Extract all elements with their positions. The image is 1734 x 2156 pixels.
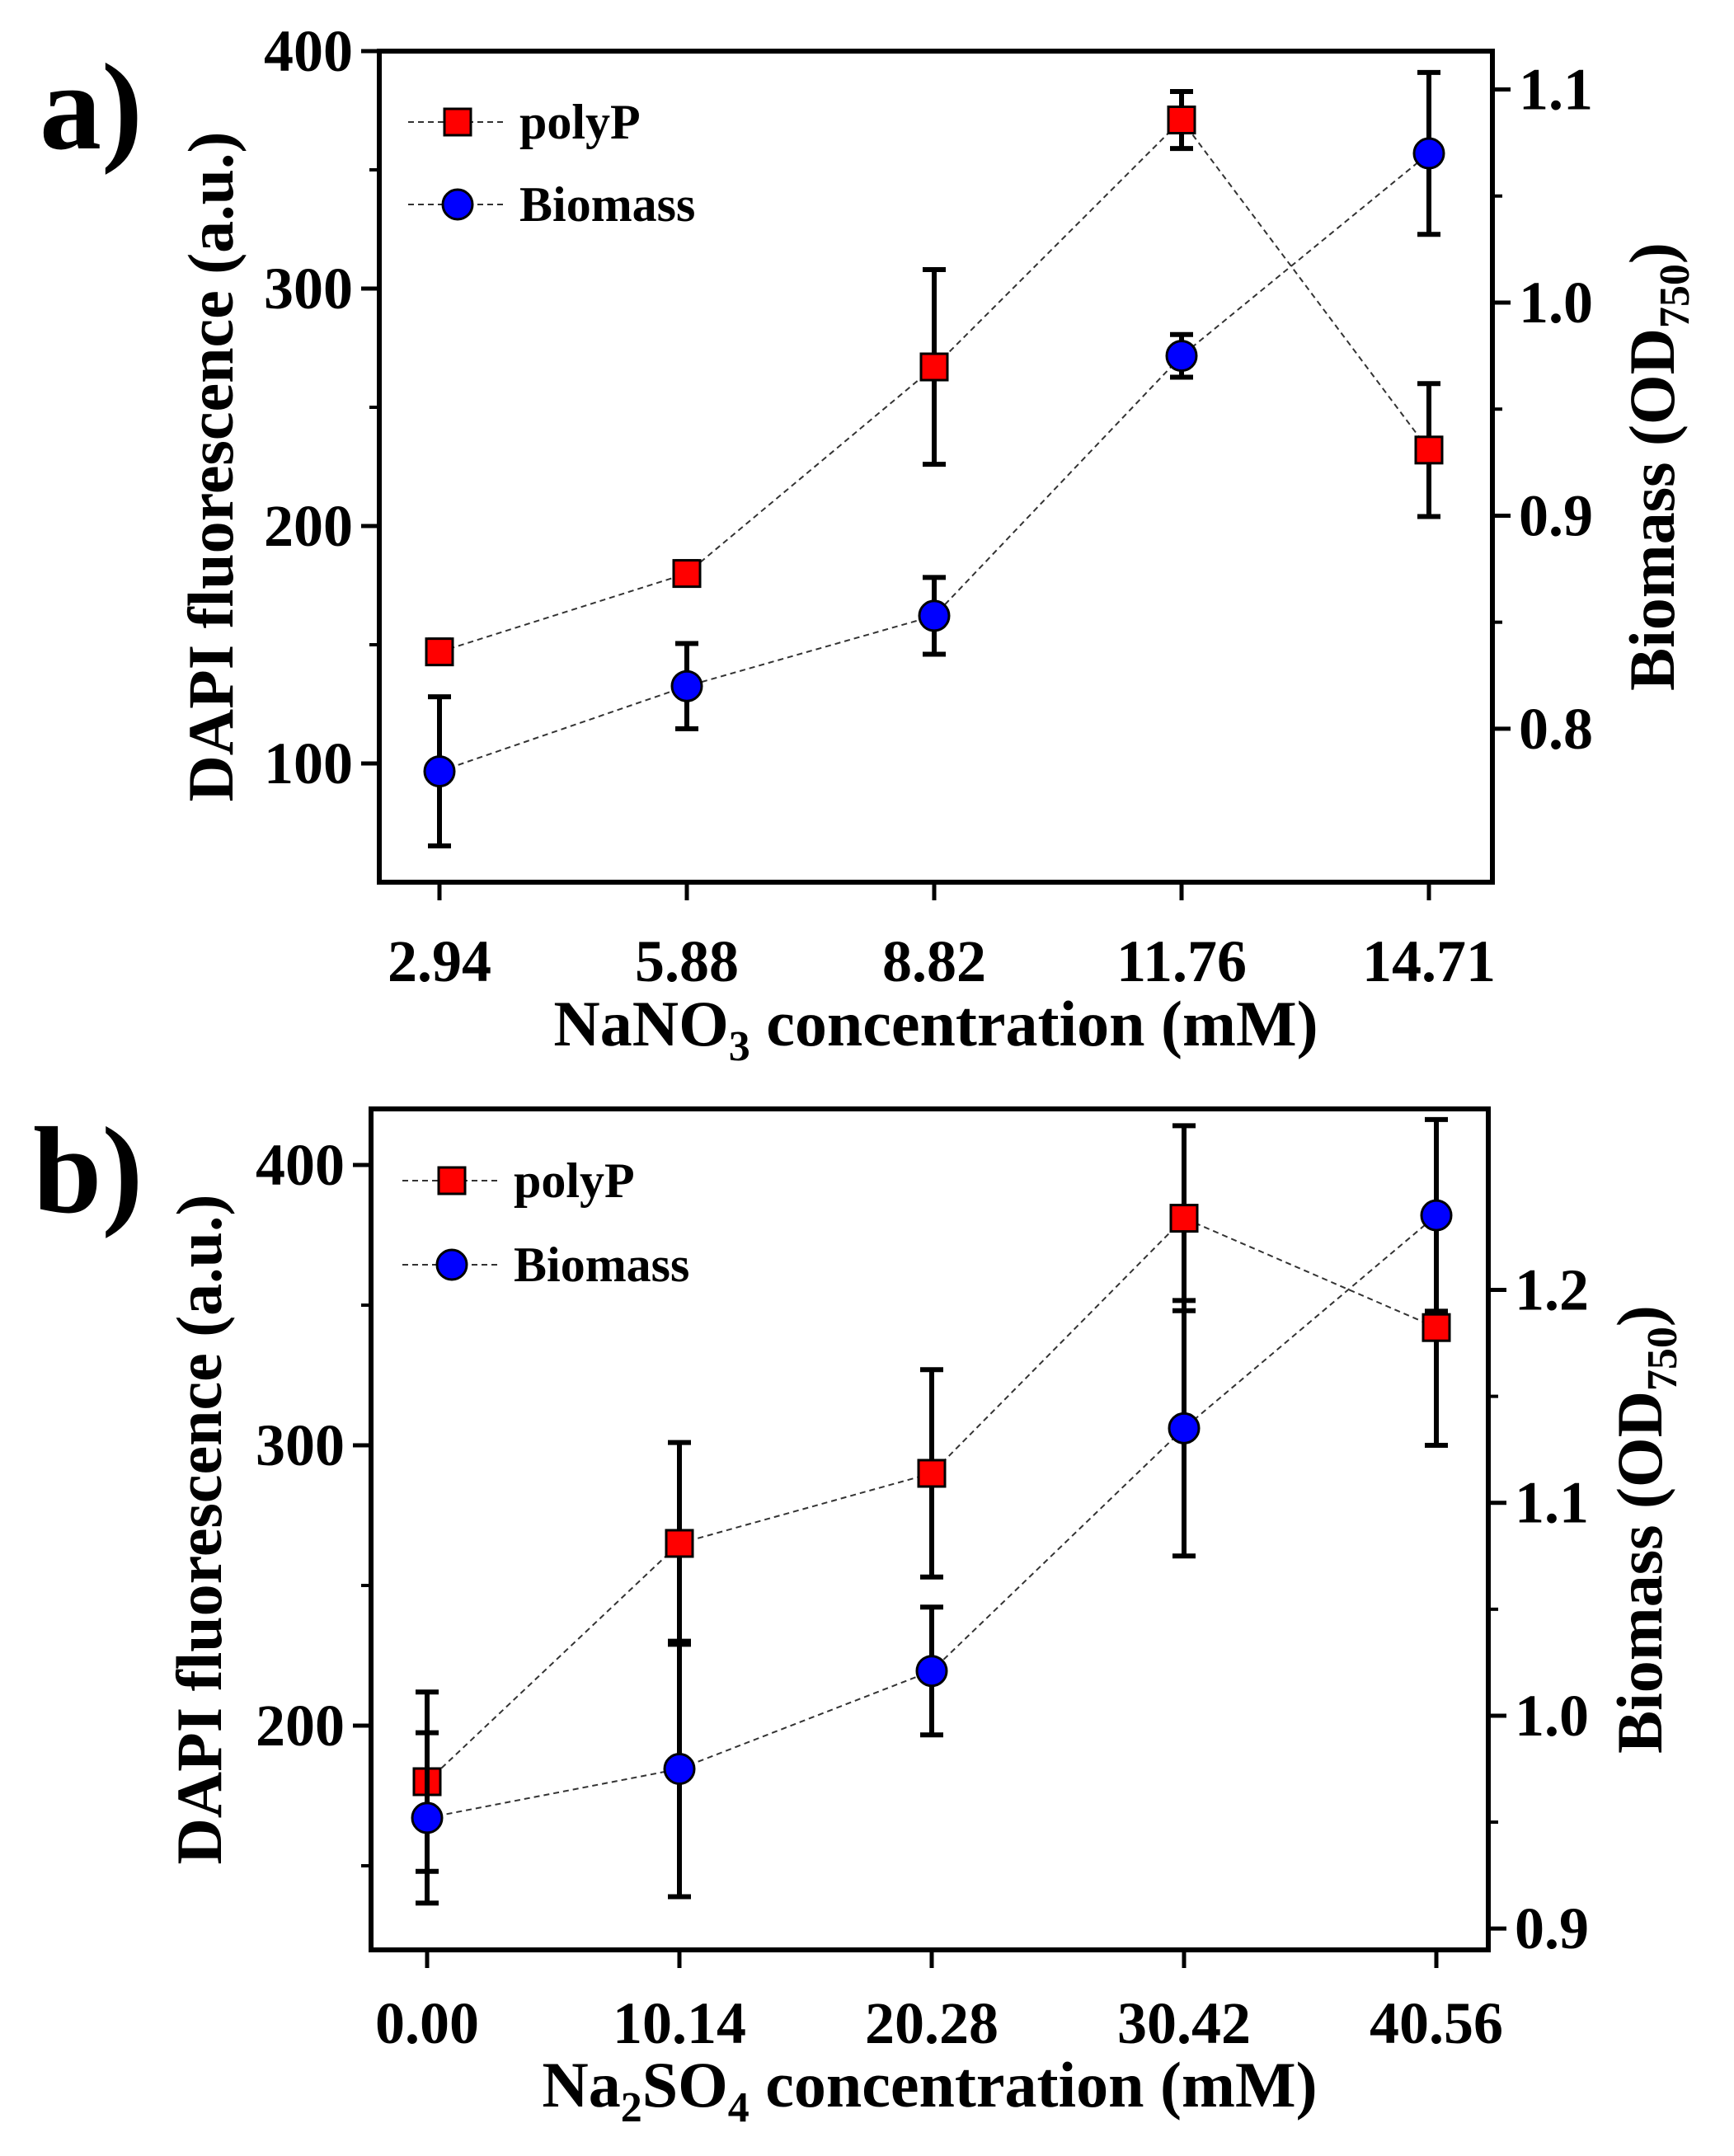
biomass-point <box>1168 1411 1201 1444</box>
y-axis-title: DAPI fluorescence (a.u.) <box>175 131 247 801</box>
y2-tick-label: 1.0 <box>1519 270 1593 336</box>
legend-label: Biomass <box>519 177 695 232</box>
panel-letter: b) <box>33 1102 143 1239</box>
biomass-point <box>1412 137 1445 170</box>
y-tick-label: 100 <box>264 730 353 796</box>
biomass-point <box>1165 340 1198 373</box>
polyp-point <box>1422 1313 1451 1342</box>
x-tick-label: 40.56 <box>1370 1990 1503 2056</box>
y2-axis-title-subscript: 750 <box>1652 264 1699 328</box>
x-axis-title-subscript: 3 <box>729 1023 750 1070</box>
y2-axis-title-part: Biomass (OD <box>1604 1391 1675 1754</box>
biomass-point <box>423 755 456 788</box>
x-tick-label: 14.71 <box>1362 928 1496 994</box>
legend-label: Biomass <box>514 1238 689 1292</box>
x-axis-title-part: concentration (mM) <box>750 2049 1318 2121</box>
polyp-point <box>919 352 949 382</box>
legend-marker-circle <box>435 1248 468 1281</box>
x-axis-title-part: NaNO <box>553 988 728 1059</box>
biomass-point <box>918 599 951 632</box>
y2-tick-label: 0.9 <box>1515 1895 1589 1961</box>
x-tick-label: 5.88 <box>635 928 739 994</box>
y2-tick-label: 1.1 <box>1519 57 1593 123</box>
x-tick-label: 11.76 <box>1116 928 1247 994</box>
y2-tick-label: 1.0 <box>1515 1683 1589 1749</box>
x-axis-title-subscript: 4 <box>728 2084 750 2131</box>
polyp-point <box>425 637 454 667</box>
x-tick-label: 0.00 <box>375 1990 479 2056</box>
polyp-point <box>917 1458 947 1488</box>
y-tick-label: 400 <box>264 18 353 84</box>
panel-letter: a) <box>40 39 143 176</box>
x-axis-title: Na2SO4 concentration (mM) <box>542 2049 1317 2131</box>
y-tick-label: 300 <box>264 256 353 322</box>
x-axis-title-part: concentration (mM) <box>750 988 1318 1059</box>
x-axis-title-part: Na <box>542 2049 620 2121</box>
y2-tick-label: 1.2 <box>1515 1256 1589 1322</box>
y2-axis-title-subscript: 750 <box>1639 1327 1686 1391</box>
x-tick-label: 10.14 <box>613 1990 746 2056</box>
biomass-point <box>915 1655 948 1688</box>
polyp-series-line <box>439 118 1430 653</box>
chart-panel-b: b) 200 300 400 0.9 1.0 1.1 1.2 0.00 10.14 20.28 30.… <box>33 1102 1686 2131</box>
polyp-point <box>672 559 702 589</box>
x-tick-label: 8.82 <box>882 928 986 994</box>
y2-axis-title-part: Biomass (OD <box>1616 328 1688 691</box>
polyp-point <box>665 1529 694 1558</box>
y-axis-title: DAPI fluorescence (a.u.) <box>163 1194 235 1864</box>
y-tick-label: 300 <box>256 1412 345 1478</box>
polyp-point <box>1167 106 1196 135</box>
y-tick-label: 200 <box>264 493 353 559</box>
y-tick-label: 200 <box>256 1693 345 1759</box>
x-tick-label: 20.28 <box>865 1990 999 2056</box>
y2-axis-title-part: ) <box>1604 1305 1675 1327</box>
chart-panel-a: a) 100 200 300 400 0.8 0.9 1.0 1.1 2.94 5.88 8.82 11… <box>40 18 1699 1070</box>
y-tick-label: 400 <box>256 1132 345 1198</box>
y2-tick-label: 1.1 <box>1515 1470 1589 1536</box>
legend-marker-square <box>437 1166 467 1195</box>
legend: polyP Biomass <box>408 95 695 232</box>
legend-marker-circle <box>441 188 474 221</box>
x-axis-title-subscript: 2 <box>621 2084 642 2131</box>
y2-axis-title: Biomass (OD750) <box>1604 1305 1686 1754</box>
y2-axis-title-part: ) <box>1616 242 1688 264</box>
biomass-point <box>1420 1199 1453 1232</box>
legend: polyP Biomass <box>402 1153 689 1292</box>
legend-label: polyP <box>519 95 641 149</box>
biomass-point <box>411 1801 444 1834</box>
y2-tick-label: 0.8 <box>1519 696 1593 762</box>
legend-label: polyP <box>514 1153 635 1208</box>
x-tick-label: 30.42 <box>1117 1990 1251 2056</box>
y2-tick-label: 0.9 <box>1519 482 1593 548</box>
polyp-point <box>1414 435 1444 465</box>
biomass-point <box>663 1753 696 1786</box>
biomass-point <box>670 669 703 702</box>
legend-marker-square <box>443 107 472 137</box>
x-axis-title: NaNO3 concentration (mM) <box>553 988 1318 1070</box>
y2-axis-title: Biomass (OD750) <box>1616 242 1699 691</box>
x-tick-label: 2.94 <box>388 928 491 994</box>
x-axis-title-part: SO <box>642 2049 728 2121</box>
polyp-point <box>1169 1204 1199 1233</box>
